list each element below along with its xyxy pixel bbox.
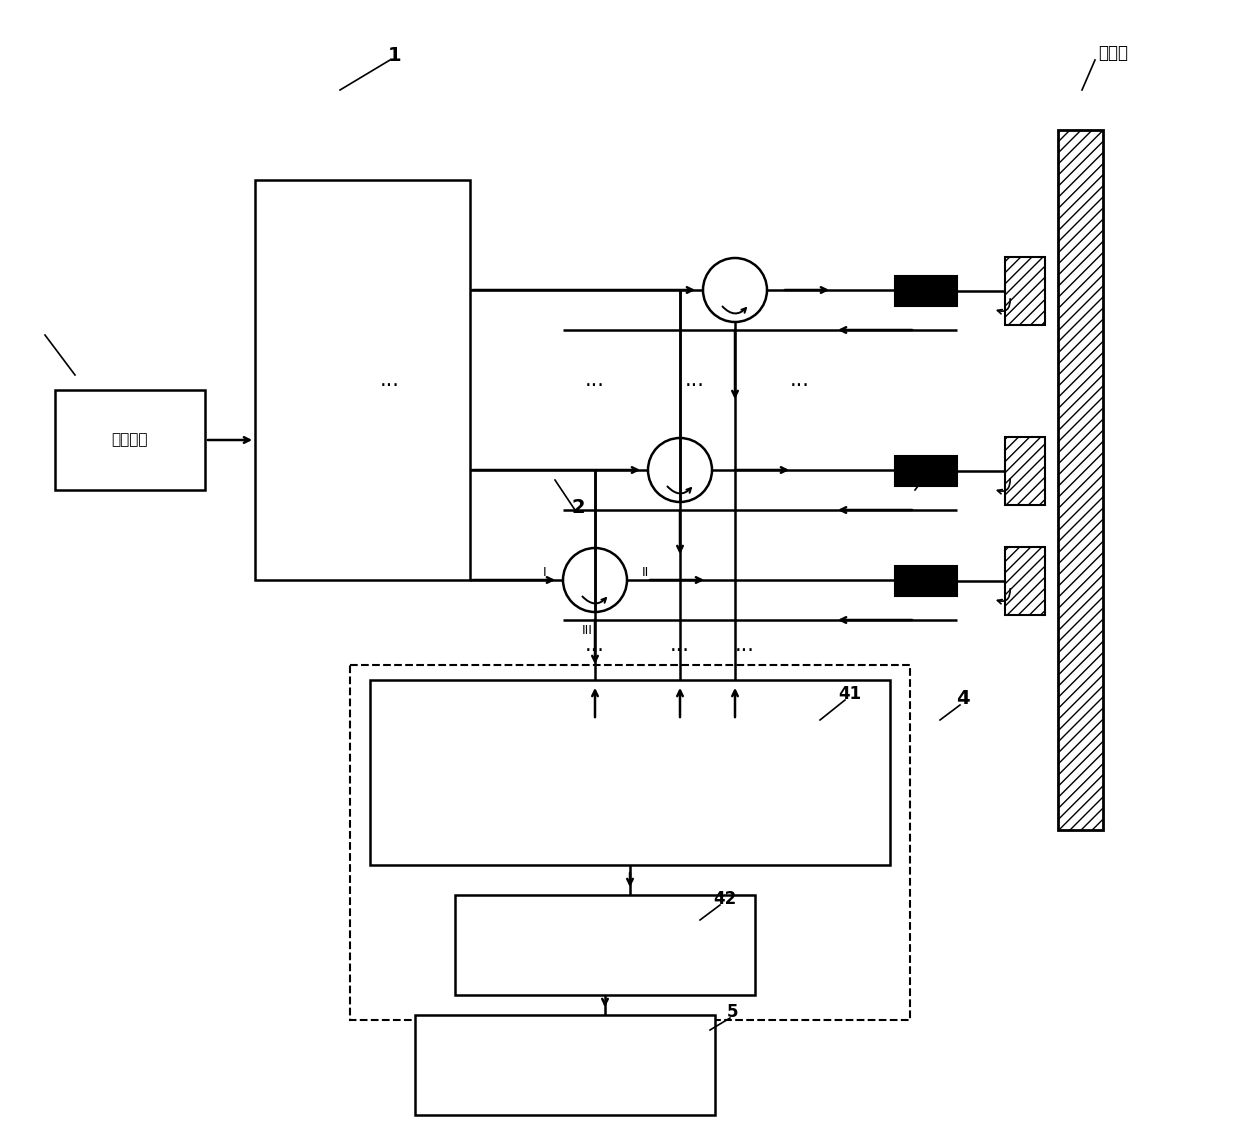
Bar (255, 180, 470, 580)
Text: ...: ... (585, 370, 605, 390)
Text: 42: 42 (713, 890, 737, 908)
Bar (415, 1015, 715, 1115)
Text: 宽带光源: 宽带光源 (112, 432, 149, 447)
Text: 反射体: 反射体 (1097, 44, 1128, 61)
Text: 3: 3 (924, 454, 936, 472)
Text: ...: ... (684, 370, 704, 390)
Text: ...: ... (790, 370, 810, 390)
Bar (455, 894, 755, 995)
Text: 1: 1 (388, 46, 402, 65)
Text: ...: ... (585, 635, 605, 655)
Text: III: III (582, 624, 593, 636)
Bar (1004, 257, 1045, 325)
Text: 41: 41 (838, 685, 862, 703)
Text: ...: ... (735, 635, 755, 655)
Bar (1004, 547, 1045, 615)
Text: 2: 2 (572, 497, 585, 517)
Text: I: I (543, 566, 547, 578)
Bar (55, 390, 205, 490)
Text: 4: 4 (956, 688, 970, 708)
Bar (895, 566, 957, 596)
Text: II: II (641, 566, 649, 578)
Text: 5: 5 (727, 1003, 739, 1021)
Text: ...: ... (381, 370, 401, 390)
Bar (370, 681, 890, 865)
Bar (350, 665, 910, 1020)
Bar (1004, 437, 1045, 505)
Bar (1058, 130, 1104, 830)
Bar (895, 277, 957, 306)
Bar (895, 456, 957, 486)
Text: ...: ... (670, 635, 689, 655)
